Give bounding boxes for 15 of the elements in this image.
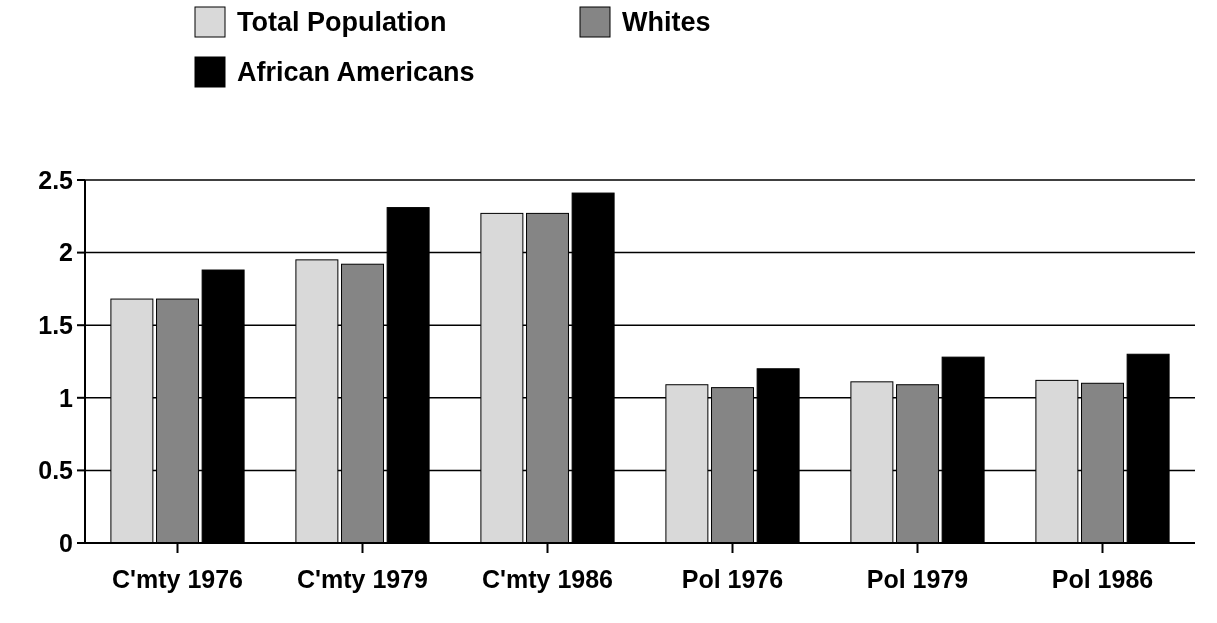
- legend-label: African Americans: [237, 57, 475, 88]
- y-tick-label: 2.5: [38, 165, 74, 194]
- legend-label: Whites: [622, 7, 711, 38]
- x-tick-label: C'mty 1986: [481, 565, 614, 593]
- y-tick-label: 0: [59, 528, 73, 557]
- y-tick-label: 2: [59, 238, 73, 267]
- x-tick-label: C'mty 1979: [296, 565, 429, 593]
- x-tick-label: Pol 1976: [681, 565, 784, 593]
- x-tick-label: Pol 1986: [1051, 565, 1154, 593]
- legend-label: Total Population: [237, 7, 447, 38]
- y-tick-label: 0.5: [38, 456, 74, 485]
- y-tick-label: 1: [59, 383, 74, 412]
- x-tick-label: Pol 1979: [866, 565, 969, 593]
- y-tick-label: 1.5: [38, 310, 74, 339]
- x-tick-label: C'mty 1976: [111, 565, 244, 593]
